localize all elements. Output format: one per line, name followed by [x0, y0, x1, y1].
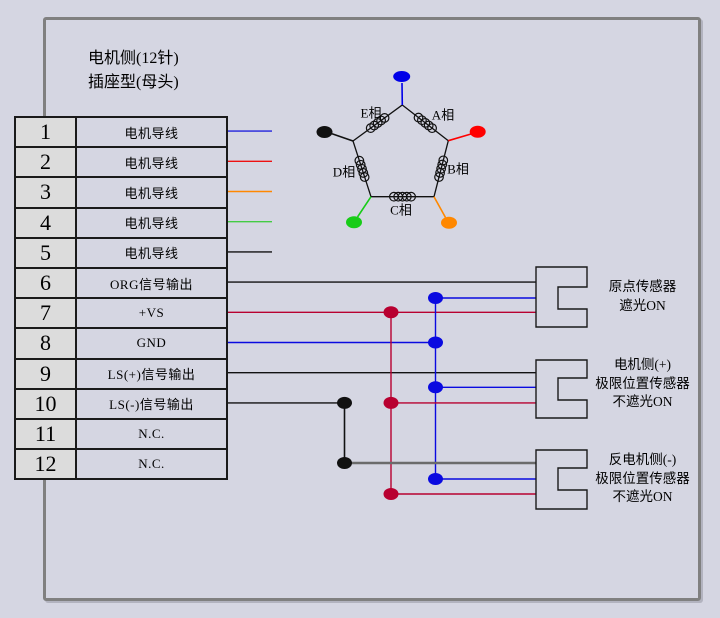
terminal-dot-green [346, 216, 362, 229]
junction-dot-blue [428, 336, 443, 349]
table-row: 1 电机导线 [16, 118, 226, 149]
pin-number: 4 [16, 208, 77, 237]
table-row: 8 GND [16, 329, 226, 360]
junction-dot-black [337, 457, 352, 469]
pin-label: 电机导线 [124, 125, 179, 141]
photo-sensor-symbol [535, 449, 588, 510]
pin-label: 电机导线 [124, 185, 179, 201]
table-row: 5 电机导线 [16, 238, 226, 269]
pin-label: LS(-)信号输出 [109, 397, 194, 413]
pin-label: ORG信号输出 [110, 276, 193, 292]
pin-number: 10 [16, 389, 77, 418]
phase-label-c: C相 [390, 202, 412, 218]
pin-number: 6 [16, 268, 77, 298]
pin-number: 5 [16, 238, 77, 267]
pin-label: 电机导线 [124, 155, 179, 171]
coil-phase-e [365, 123, 376, 133]
plus-limit-sensor-label-line2: 极限位置传感器 [595, 375, 690, 391]
pin-number: 9 [16, 359, 77, 388]
terminal-lead-left [331, 132, 354, 142]
junction-dot-red [383, 396, 399, 409]
junction-dot-blue [428, 292, 443, 304]
origin-sensor-label-line1: 原点传感器 [608, 279, 677, 294]
pin-number: 12 [16, 450, 77, 479]
table-row: 4 电机导线 [16, 208, 226, 239]
table-row: 2 电机导线 [16, 148, 226, 179]
minus-limit-sensor-label: 反电机侧(-) 极限位置传感器 不遮光ON [570, 451, 715, 507]
phase-label-d: D相 [332, 164, 356, 180]
terminal-lead-bottom-right [433, 196, 447, 218]
table-row: 3 电机导线 [16, 178, 226, 209]
minus-limit-sensor-label-line2: 极限位置传感器 [595, 470, 690, 486]
terminal-lead-bottom-left [356, 196, 372, 218]
coil-phase-c [401, 191, 412, 202]
table-row: 9 LS(+)信号输出 [16, 359, 226, 390]
photo-sensor-symbol [535, 266, 588, 328]
coil-phase-a [417, 115, 427, 126]
table-row: 7 +VS [16, 299, 226, 330]
pin-number: 8 [16, 329, 77, 358]
pin-label: 电机导线 [124, 246, 179, 262]
coil-phase-a [413, 112, 424, 123]
minus-limit-sensor-label-line3: 不遮光ON [612, 489, 673, 504]
minus-limit-sensor-label-line1: 反电机侧(-) [608, 452, 677, 467]
junction-dot-blue [428, 473, 443, 485]
connector-title: 电机侧(12针) 插座型(母头) [88, 47, 179, 95]
coil-phase-c [406, 191, 417, 202]
plus-limit-sensor-label-line1: 电机侧(+) [613, 357, 672, 372]
terminal-dot-black [316, 126, 333, 138]
coil-phase-b [434, 172, 444, 182]
phase-label-b: B相 [447, 161, 469, 177]
coil-phase-a [423, 120, 434, 131]
coil-phase-d [359, 172, 370, 182]
table-row: 6 ORG信号输出 [16, 268, 226, 300]
junction-dot-red [383, 488, 399, 500]
table-row: 11 N.C. [16, 419, 226, 451]
title-line1: 电机侧(12针) [88, 50, 179, 67]
coil-phase-d [358, 168, 369, 178]
pin-number: 1 [16, 118, 77, 147]
pin-number: 2 [16, 148, 77, 177]
pin-number: 3 [16, 178, 77, 207]
pin-table: 1 电机导线 2 电机导线 3 电机导线 4 电机导线 5 电机导线 6 ORG信号输出 7 +VS 8 GN… [14, 116, 228, 481]
plus-limit-sensor-label: 电机侧(+) 极限位置传感器 不遮光ON [570, 356, 715, 412]
coil-phase-a [427, 123, 437, 134]
junction-dot-black [337, 396, 352, 409]
origin-sensor-label-line2: 遮光ON [619, 297, 666, 313]
pin-number: 11 [16, 419, 77, 449]
pin-number: 7 [16, 299, 77, 328]
junction-dot-red [383, 306, 399, 319]
pin-label: GND [136, 335, 167, 351]
phase-label-e: E相 [360, 105, 382, 121]
terminal-dot-orange [441, 216, 457, 229]
phase-label-a: A相 [431, 107, 455, 123]
photo-sensor-symbol [535, 359, 588, 419]
pin-label: 电机导线 [124, 216, 179, 232]
junction-dot-blue [428, 381, 443, 394]
plus-limit-sensor-label-line3: 不遮光ON [612, 394, 673, 409]
terminal-dot-blue [393, 71, 411, 82]
pin-label: N.C. [138, 425, 165, 441]
table-row: 12 N.C. [16, 450, 226, 479]
title-line2: 插座型(母头) [88, 74, 179, 91]
coil-phase-b [435, 167, 445, 178]
pin-label: N.C. [138, 456, 165, 472]
terminal-dot-red [469, 125, 486, 138]
coil-phase-a [420, 117, 431, 128]
table-row: 10 LS(-)信号输出 [16, 389, 226, 420]
pin-label: +VS [138, 305, 165, 321]
pin-label: LS(+)信号输出 [107, 367, 196, 383]
origin-sensor-label: 原点传感器 遮光ON [570, 278, 715, 315]
terminal-lead-right [448, 133, 472, 142]
